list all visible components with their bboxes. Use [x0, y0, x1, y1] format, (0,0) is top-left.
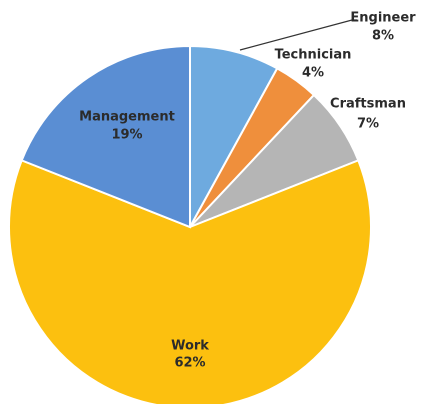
pie-slice — [8, 159, 372, 404]
leader-line — [239, 19, 357, 51]
slice-value: 19% — [111, 128, 142, 143]
pie-slice — [189, 44, 279, 228]
slice-label: Work — [171, 339, 209, 354]
pie-slice — [20, 44, 191, 229]
slice-label: Engineer — [350, 11, 416, 26]
slice-label: Management — [79, 110, 175, 125]
slice-value: 7% — [357, 117, 379, 132]
slice-value: 8% — [372, 29, 394, 44]
slice-label: Technician — [275, 48, 352, 63]
slice-value: 62% — [174, 356, 205, 371]
slice-value: 4% — [302, 66, 324, 81]
slice-label: Craftsman — [330, 97, 406, 112]
